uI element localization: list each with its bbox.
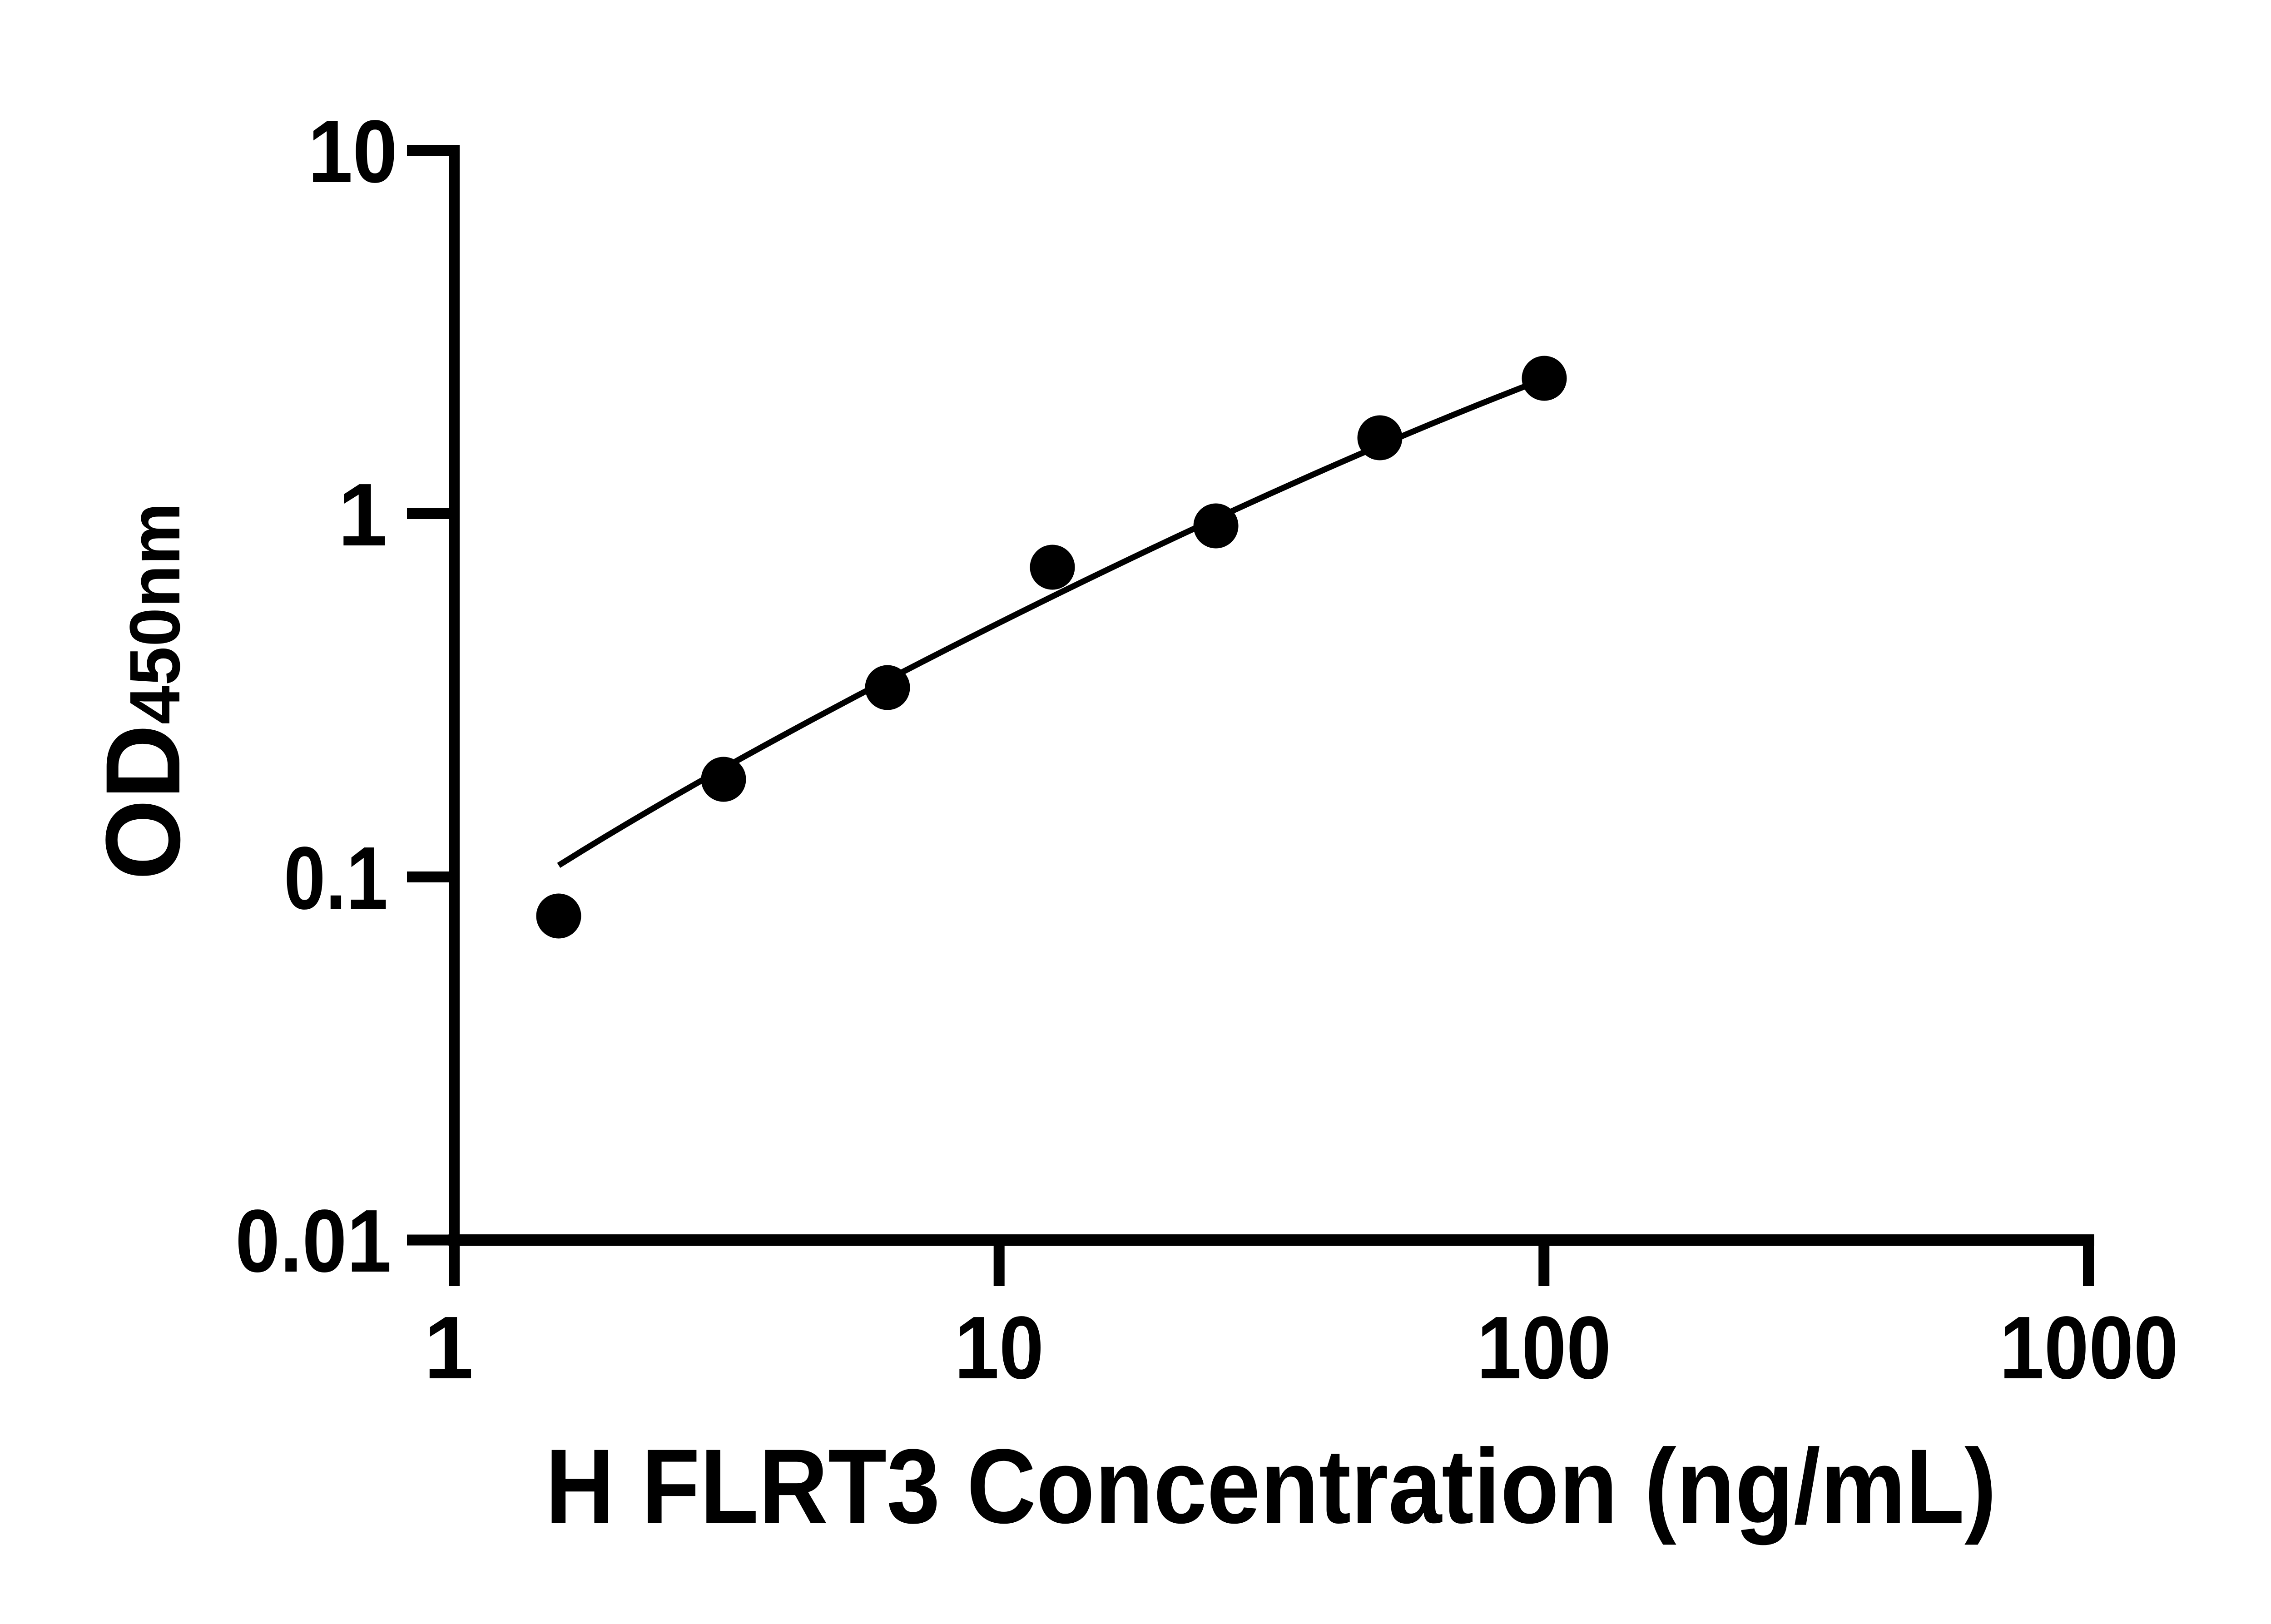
svg-text:1: 1 bbox=[424, 1298, 473, 1397]
svg-text:100: 100 bbox=[1477, 1298, 1611, 1397]
svg-text:1000: 1000 bbox=[1999, 1298, 2178, 1397]
svg-text:0.01: 0.01 bbox=[235, 1191, 392, 1291]
svg-text:10: 10 bbox=[954, 1298, 1044, 1397]
svg-text:10: 10 bbox=[308, 102, 397, 201]
svg-text:H FLRT3 Concentration (ng/mL): H FLRT3 Concentration (ng/mL) bbox=[545, 1427, 1997, 1545]
svg-text:0.1: 0.1 bbox=[284, 828, 388, 928]
svg-text:1: 1 bbox=[338, 465, 387, 564]
